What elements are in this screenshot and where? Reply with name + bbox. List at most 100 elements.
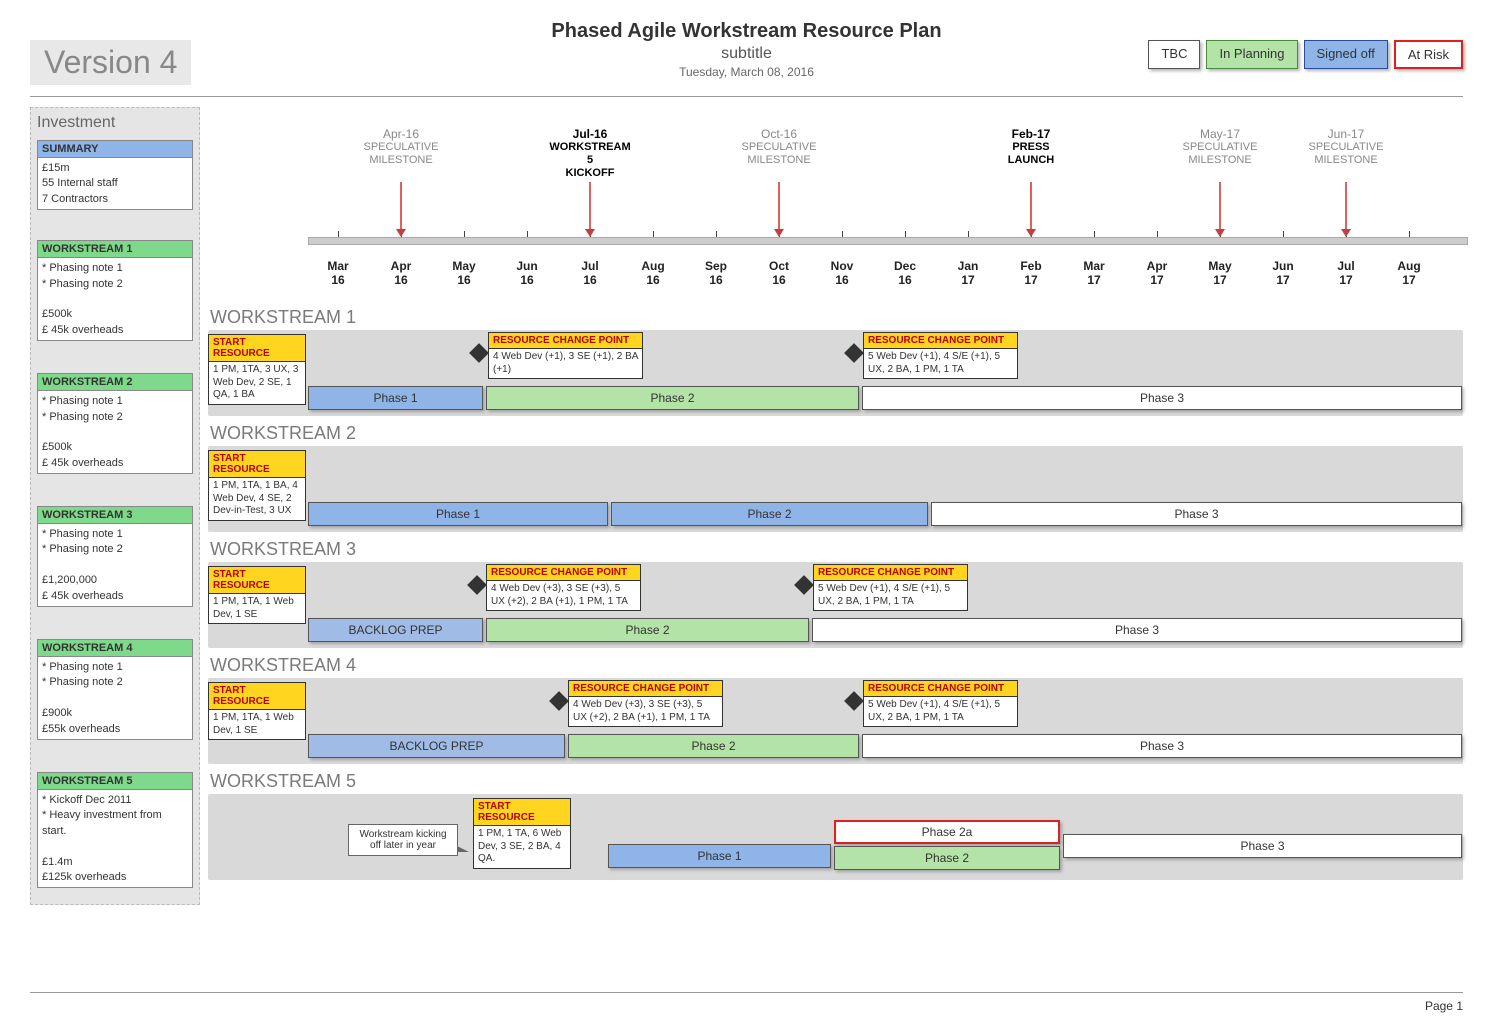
sidebar-ws-box: WORKSTREAM 4 * Phasing note 1* Phasing no… [37, 639, 193, 740]
sidebar-ws-line: * Phasing note 2 [42, 410, 188, 425]
summary-line: 7 Contractors [42, 192, 188, 207]
month-label: Mar16 [313, 259, 363, 287]
month-label: Sep16 [691, 259, 741, 287]
month-label: Mar17 [1069, 259, 1119, 287]
sidebar-ws-line: £900k [42, 706, 188, 721]
phase-bar: Phase 2 [486, 618, 809, 642]
workstream-track: START RESOURCE1 PM, 1 TA, 6 Web Dev, 3 S… [208, 794, 1463, 880]
month-label: Aug16 [628, 259, 678, 287]
sidebar-ws-line: * Phasing note 1 [42, 394, 188, 409]
sidebar-ws-head: WORKSTREAM 2 [38, 374, 192, 391]
sidebar-ws-line: £ 45k overheads [42, 323, 188, 338]
sidebar: Investment SUMMARY £15m55 Internal staff… [30, 107, 200, 905]
sidebar-ws-head: WORKSTREAM 1 [38, 241, 192, 258]
sidebar-ws-box: WORKSTREAM 3* Phasing note 1* Phasing no… [37, 506, 193, 607]
sidebar-ws-line [42, 425, 188, 440]
start-resource-box: START RESOURCE1 PM, 1TA, 1 Web Dev, 1 SE [208, 682, 306, 740]
workstream: WORKSTREAM 1 START RESOURCE1 PM, 1TA, 3 U… [208, 307, 1463, 416]
diamond-icon [844, 691, 864, 711]
sidebar-ws-line: £500k [42, 307, 188, 322]
page-number: Page 1 [1425, 999, 1463, 1013]
callout: Workstream kicking off later in year [348, 824, 458, 856]
resource-change-box: RESOURCE CHANGE POINT5 Web Dev (+1), 4 S… [863, 680, 1018, 727]
summary-line: £15m [42, 161, 188, 176]
legend-signed-off: Signed off [1304, 40, 1388, 69]
resource-change-box: RESOURCE CHANGE POINT5 Web Dev (+1), 4 S… [813, 564, 968, 611]
phase-bar: Phase 2 [834, 846, 1060, 870]
month-label: Jul17 [1321, 259, 1371, 287]
month-label: Jul16 [565, 259, 615, 287]
sidebar-ws-line: £ 45k overheads [42, 456, 188, 471]
sidebar-ws-line [42, 558, 188, 573]
phase-bar: BACKLOG PREP [308, 734, 565, 758]
sidebar-ws-head: WORKSTREAM 4 [38, 640, 192, 657]
month-label: Apr16 [376, 259, 426, 287]
milestone: Apr-16SPECULATIVEMILESTONE [311, 127, 491, 167]
sidebar-ws-line: £125k overheads [42, 870, 188, 885]
phase-bar: Phase 2 [486, 386, 859, 410]
month-label: Oct16 [754, 259, 804, 287]
legend-tbc: TBC [1148, 40, 1200, 69]
sidebar-ws-line [42, 292, 188, 307]
sidebar-ws-line: * Phasing note 1 [42, 660, 188, 675]
phase-bar: Phase 3 [862, 734, 1462, 758]
phase-bar: Phase 1 [308, 386, 483, 410]
legend-in-planning: In Planning [1206, 40, 1297, 69]
workstream-title: WORKSTREAM 1 [208, 307, 1463, 328]
sidebar-ws-line [42, 691, 188, 706]
milestone: Feb-17PRESSLAUNCH [941, 127, 1121, 167]
start-resource-box: START RESOURCE1 PM, 1TA, 1 BA, 4 Web Dev… [208, 450, 306, 521]
sidebar-ws-line: £1.4m [42, 855, 188, 870]
sidebar-ws-head: WORKSTREAM 5 [38, 773, 192, 790]
gantt-chart: Mar16 Apr16 May16 Jun16 Jul16 Aug16 Sep16 Oct16… [208, 107, 1463, 905]
phase-bar: Phase 3 [1063, 834, 1462, 858]
milestone: Jul-16WORKSTREAM5KICKOFF [500, 127, 680, 181]
month-label: May16 [439, 259, 489, 287]
resource-change-box: RESOURCE CHANGE POINT5 Web Dev (+1), 4 S… [863, 332, 1018, 379]
month-label: Jun16 [502, 259, 552, 287]
sidebar-ws-line: £ 45k overheads [42, 589, 188, 604]
sidebar-ws-line: £1,200,000 [42, 573, 188, 588]
legend-at-risk: At Risk [1394, 40, 1463, 69]
legend: TBCIn PlanningSigned offAt Risk [1148, 40, 1463, 69]
start-resource-box: START RESOURCE1 PM, 1TA, 3 UX, 3 Web Dev… [208, 334, 306, 405]
workstream-title: WORKSTREAM 5 [208, 771, 1463, 792]
sidebar-ws-line: £500k [42, 440, 188, 455]
sidebar-ws-line: £55k overheads [42, 722, 188, 737]
workstream-title: WORKSTREAM 4 [208, 655, 1463, 676]
workstream: WORKSTREAM 4START RESOURCE1 PM, 1TA, 1 W… [208, 655, 1463, 764]
phase-bar: Phase 2a [834, 820, 1060, 844]
sidebar-ws-line: * Heavy investment from start. [42, 808, 188, 839]
start-resource-box: START RESOURCE1 PM, 1 TA, 6 Web Dev, 3 S… [473, 798, 571, 869]
workstream: WORKSTREAM 5 START RESOURCE1 PM, 1 TA, 6 … [208, 771, 1463, 880]
diamond-icon [844, 343, 864, 363]
sidebar-ws-box: WORKSTREAM 2 * Phasing note 1* Phasing no… [37, 373, 193, 474]
phase-bar: Phase 1 [308, 502, 608, 526]
diamond-icon [469, 343, 489, 363]
sidebar-ws-line: * Phasing note 2 [42, 675, 188, 690]
sidebar-ws-line: * Kickoff Dec 2011 [42, 793, 188, 808]
workstream-track: START RESOURCE1 PM, 1TA, 1 Web Dev, 1 SE… [208, 678, 1463, 764]
summary-line: 55 Internal staff [42, 176, 188, 191]
resource-change-box: RESOURCE CHANGE POINT4 Web Dev (+1), 3 S… [488, 332, 643, 379]
workstream-track: START RESOURCE1 PM, 1TA, 3 UX, 3 Web Dev… [208, 330, 1463, 416]
milestone: Oct-16SPECULATIVEMILESTONE [689, 127, 869, 167]
sidebar-ws-head: WORKSTREAM 3 [38, 507, 192, 524]
workstream-title: WORKSTREAM 3 [208, 539, 1463, 560]
month-label: Feb17 [1006, 259, 1056, 287]
timeline-band [308, 237, 1468, 245]
workstream-title: WORKSTREAM 2 [208, 423, 1463, 444]
workstream-track: START RESOURCE1 PM, 1TA, 1 Web Dev, 1 SE… [208, 562, 1463, 648]
diamond-icon [467, 575, 487, 595]
sidebar-ws-line: * Phasing note 1 [42, 527, 188, 542]
diamond-icon [549, 691, 569, 711]
sidebar-ws-box: WORKSTREAM 5 * Kickoff Dec 2011* Heavy in… [37, 772, 193, 888]
phase-bar: Phase 1 [608, 844, 831, 868]
phase-bar: BACKLOG PREP [308, 618, 483, 642]
sidebar-ws-line [42, 839, 188, 854]
month-label: Apr17 [1132, 259, 1182, 287]
version-label: Version 4 [30, 40, 191, 85]
workstream-track: START RESOURCE1 PM, 1TA, 1 BA, 4 Web Dev… [208, 446, 1463, 532]
resource-change-box: RESOURCE CHANGE POINT4 Web Dev (+3), 3 S… [568, 680, 723, 727]
month-label: Aug17 [1384, 259, 1434, 287]
